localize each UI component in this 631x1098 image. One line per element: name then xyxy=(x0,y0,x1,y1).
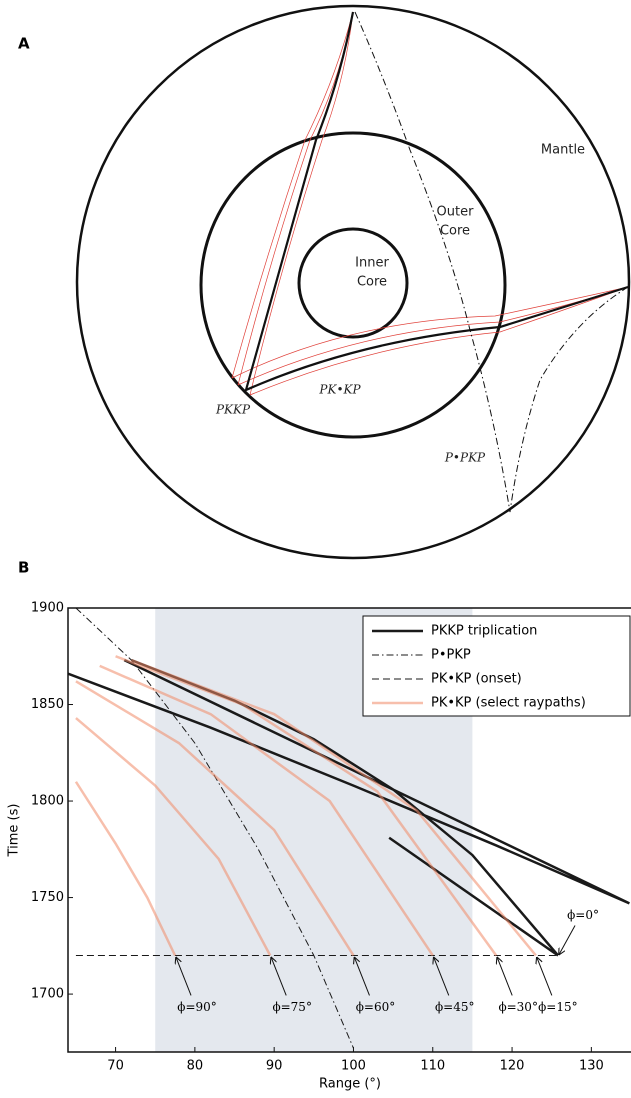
inner-core-boundary xyxy=(297,227,409,339)
earth-diagram: Mantle Outer Core Inner Core PKKP PK•KP … xyxy=(75,4,631,560)
legend: PKKP triplication P•PKP PK•KP (onset) PK•KP… xyxy=(362,615,631,717)
legend-label: PK•KP (select raypaths) xyxy=(431,696,586,711)
annotation-label: ϕ=15° xyxy=(538,1000,578,1014)
panel-label: B xyxy=(18,559,29,577)
legend-label: P•PKP xyxy=(431,648,471,663)
pkkp-ray xyxy=(244,11,629,392)
x-tick-label: 110 xyxy=(420,1059,445,1074)
annotation-arrow xyxy=(537,957,553,996)
outer-core-label: Core xyxy=(440,224,470,239)
annotation-label: ϕ=60° xyxy=(356,1000,396,1014)
p-pkp-ray xyxy=(354,11,629,513)
y-tick-label: 1700 xyxy=(31,987,64,1002)
y-tick-label: 1850 xyxy=(31,697,64,712)
y-tick-label: 1800 xyxy=(31,794,64,809)
annotation-arrow xyxy=(559,925,576,954)
x-tick-label: 70 xyxy=(107,1059,124,1074)
plot-area xyxy=(68,608,630,1052)
annotation-label: ϕ=30° xyxy=(498,1000,538,1014)
annotation-label: ϕ=75° xyxy=(272,1000,312,1014)
ray-label: P•PKP xyxy=(444,451,486,465)
series-line xyxy=(68,658,630,957)
x-tick-label: 80 xyxy=(187,1059,204,1074)
surface xyxy=(75,4,631,560)
annotation-label: ϕ=90° xyxy=(177,1000,217,1014)
inner-core-label: Core xyxy=(357,275,387,290)
annotation-label: ϕ=0° xyxy=(567,908,599,922)
series-line xyxy=(74,655,537,957)
x-tick-label: 120 xyxy=(500,1059,525,1074)
annotation-arrow xyxy=(354,957,370,996)
annotation-label: ϕ=45° xyxy=(435,1000,475,1014)
annotation-arrow xyxy=(434,957,450,996)
legend-box xyxy=(362,615,631,717)
inner-core-label: Inner xyxy=(355,256,389,271)
panel-label: A xyxy=(18,35,30,53)
ray-label: PKKP xyxy=(215,403,251,417)
x-tick-label: 100 xyxy=(341,1059,366,1074)
x-tick-label: 90 xyxy=(266,1059,283,1074)
series-line xyxy=(75,608,354,1049)
x-tick-label: 130 xyxy=(579,1059,604,1074)
annotation-arrow xyxy=(271,957,287,996)
outer-core-label: Outer xyxy=(437,205,475,220)
y-tick-label: 1750 xyxy=(31,890,64,905)
core-mantle-boundary xyxy=(199,131,507,439)
ray-label: PK•KP xyxy=(318,383,361,397)
legend-label: PKKP triplication xyxy=(431,624,537,639)
y-axis-label: Time (s) xyxy=(7,804,22,858)
plot-frame xyxy=(67,607,631,1053)
legend-label: PK•KP (onset) xyxy=(431,672,522,687)
annotation-arrow xyxy=(176,957,192,996)
y-tick-label: 1900 xyxy=(31,601,64,616)
mantle-label: Mantle xyxy=(541,143,585,158)
annotation-arrow xyxy=(497,957,513,996)
x-axis-label: Range (°) xyxy=(319,1077,381,1092)
